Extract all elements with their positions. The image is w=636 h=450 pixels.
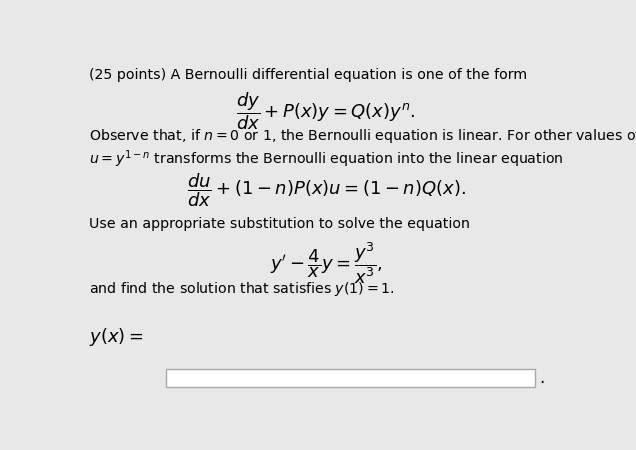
Text: Observe that, if $n = 0$ or 1, the Bernoulli equation is linear. For other value: Observe that, if $n = 0$ or 1, the Berno… (89, 127, 636, 145)
Text: Use an appropriate substitution to solve the equation: Use an appropriate substitution to solve… (89, 217, 471, 231)
Text: $y(x) =$: $y(x) =$ (89, 326, 144, 348)
Text: $y' - \dfrac{4}{x}y = \dfrac{y^3}{x^3},$: $y' - \dfrac{4}{x}y = \dfrac{y^3}{x^3},$ (270, 240, 382, 286)
Text: (25 points) A Bernoulli differential equation is one of the form: (25 points) A Bernoulli differential equ… (89, 68, 527, 82)
Text: $\dfrac{dy}{dx} + P(x)y = Q(x)y^n.$: $\dfrac{dy}{dx} + P(x)y = Q(x)y^n.$ (237, 90, 415, 132)
Text: and find the solution that satisfies $y(1) = 1$.: and find the solution that satisfies $y(… (89, 280, 395, 298)
FancyBboxPatch shape (166, 369, 536, 387)
Text: $u = y^{1-n}$ transforms the Bernoulli equation into the linear equation: $u = y^{1-n}$ transforms the Bernoulli e… (89, 148, 564, 170)
Text: $\dfrac{du}{dx} + (1-n)P(x)u = (1-n)Q(x).$: $\dfrac{du}{dx} + (1-n)P(x)u = (1-n)Q(x)… (186, 171, 466, 209)
Text: .: . (539, 369, 545, 387)
